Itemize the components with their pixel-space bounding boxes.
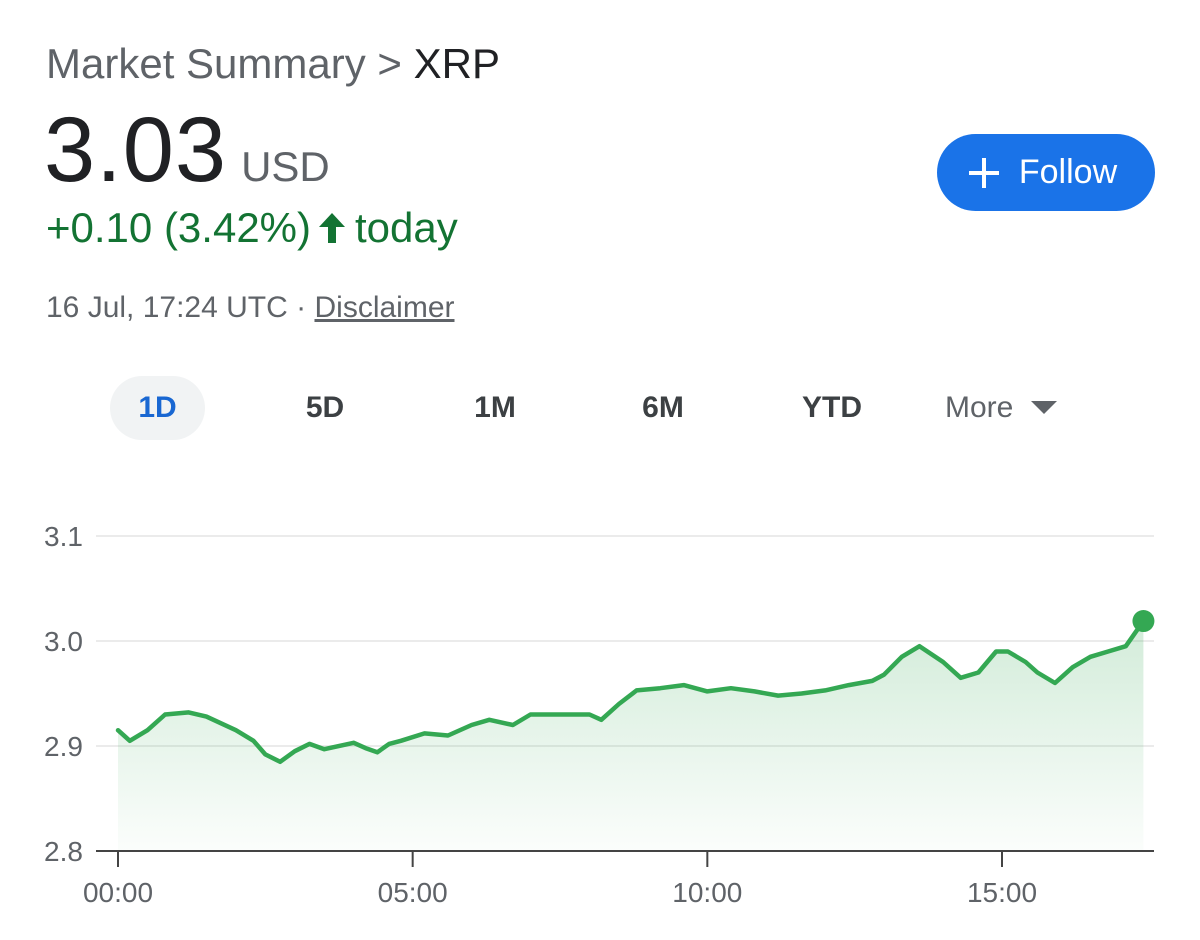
quote-timestamp: 16 Jul, 17:24 UTC <box>46 291 288 324</box>
follow-button-label: Follow <box>1018 153 1118 191</box>
breadcrumb: Market Summary > XRP <box>46 40 500 88</box>
currency-label: USD <box>241 143 330 190</box>
breadcrumb-parent[interactable]: Market Summary <box>46 40 366 87</box>
current-price-marker <box>1132 610 1155 633</box>
y-tick-label: 2.9 <box>44 731 83 762</box>
disclaimer-link[interactable]: Disclaimer <box>314 291 455 324</box>
price-chart: 2.8 2.9 3.0 3.1 00:00 05:00 10:00 15:00 <box>44 521 1155 908</box>
tab-ytd[interactable]: YTD <box>802 391 862 424</box>
x-tick-label: 00:00 <box>83 877 153 908</box>
y-tick-label: 3.1 <box>44 521 83 552</box>
y-tick-label: 3.0 <box>44 626 83 657</box>
y-tick-label: 2.8 <box>44 836 83 867</box>
tab-6m[interactable]: 6M <box>642 391 684 424</box>
more-menu-label: More <box>945 391 1014 424</box>
timestamp-separator: · <box>296 291 307 324</box>
change-period: today <box>355 204 458 251</box>
more-menu[interactable]: More <box>945 376 1058 440</box>
plus-icon <box>968 157 999 188</box>
current-price: 3.03 <box>44 99 228 201</box>
tab-1m[interactable]: 1M <box>474 391 516 424</box>
arrow-up-icon <box>319 213 346 243</box>
price-row: 3.03 USD <box>44 98 330 203</box>
x-tick-label: 05:00 <box>378 877 448 908</box>
tab-1d[interactable]: 1D <box>110 376 205 440</box>
caret-down-icon <box>1031 401 1058 414</box>
series-area <box>118 621 1144 851</box>
change-value: +0.10 (3.42%) <box>46 204 312 251</box>
x-tick-label: 10:00 <box>672 877 742 908</box>
breadcrumb-current: XRP <box>413 40 500 87</box>
tab-5d[interactable]: 5D <box>305 391 345 424</box>
breadcrumb-separator: > <box>377 40 402 87</box>
price-change: +0.10 (3.42%) today <box>46 204 458 252</box>
timestamp-row: 16 Jul, 17:24 UTC · Disclaimer <box>46 291 455 325</box>
follow-button[interactable]: Follow <box>937 134 1155 211</box>
x-tick-label: 15:00 <box>967 877 1037 908</box>
